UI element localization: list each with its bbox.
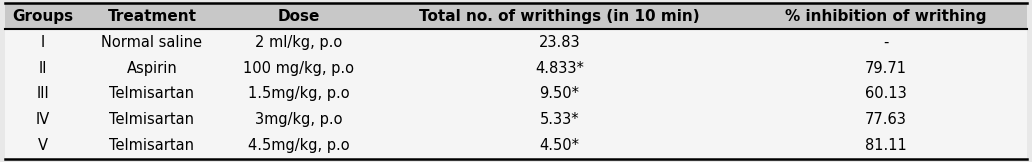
Bar [5, 55, 1027, 81]
Text: 3mg/kg, p.o: 3mg/kg, p.o [255, 112, 343, 127]
Text: V: V [38, 138, 49, 153]
Text: I: I [41, 35, 45, 50]
Bar [5, 29, 1027, 55]
Text: IV: IV [36, 112, 51, 127]
Text: % inhibition of writhing: % inhibition of writhing [784, 9, 987, 24]
Text: 4.50*: 4.50* [540, 138, 580, 153]
Text: 100 mg/kg, p.o: 100 mg/kg, p.o [244, 61, 354, 75]
Text: -: - [882, 35, 889, 50]
Bar [5, 3, 1027, 29]
Text: Aspirin: Aspirin [127, 61, 178, 75]
Text: Telmisartan: Telmisartan [109, 87, 194, 101]
Text: 5.33*: 5.33* [540, 112, 579, 127]
Text: III: III [37, 87, 50, 101]
Text: 77.63: 77.63 [865, 112, 906, 127]
Bar [5, 133, 1027, 159]
Text: 79.71: 79.71 [865, 61, 906, 75]
Text: 9.50*: 9.50* [540, 87, 580, 101]
Text: 2 ml/kg, p.o: 2 ml/kg, p.o [255, 35, 343, 50]
Text: Groups: Groups [12, 9, 73, 24]
Bar [5, 81, 1027, 107]
Text: Telmisartan: Telmisartan [109, 112, 194, 127]
Text: II: II [39, 61, 47, 75]
Text: 23.83: 23.83 [539, 35, 580, 50]
Text: 1.5mg/kg, p.o: 1.5mg/kg, p.o [248, 87, 350, 101]
Text: Telmisartan: Telmisartan [109, 138, 194, 153]
Text: 60.13: 60.13 [865, 87, 906, 101]
Text: 81.11: 81.11 [865, 138, 906, 153]
Text: 4.5mg/kg, p.o: 4.5mg/kg, p.o [248, 138, 350, 153]
Text: Dose: Dose [278, 9, 320, 24]
Text: 4.833*: 4.833* [535, 61, 584, 75]
Text: Total no. of writhings (in 10 min): Total no. of writhings (in 10 min) [419, 9, 700, 24]
Text: Normal saline: Normal saline [101, 35, 202, 50]
Bar [5, 107, 1027, 133]
Text: Treatment: Treatment [107, 9, 196, 24]
